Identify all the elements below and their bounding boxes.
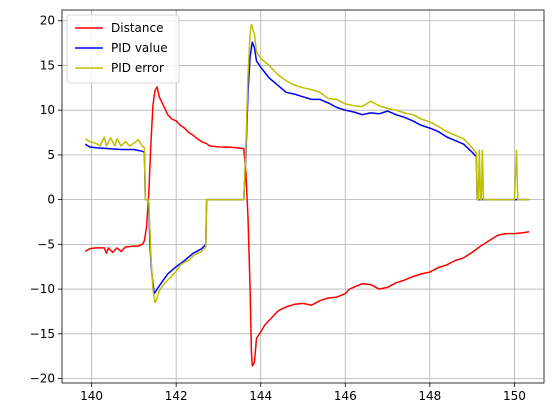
x-tick-label: 150 (503, 389, 526, 403)
series-line-distance (84, 86, 530, 367)
x-axis: 140 142 144 146 148 150 (80, 383, 526, 403)
y-tick-label: 0 (47, 193, 55, 207)
legend-label: PID error (111, 61, 164, 75)
y-axis: −20 −15 −10 −5 0 5 10 15 20 (30, 14, 62, 386)
x-tick-label: 144 (249, 389, 272, 403)
legend-label: PID value (111, 41, 168, 55)
legend-label: Distance (111, 21, 163, 35)
y-tick-label: 10 (40, 103, 55, 117)
axes-frame (61, 9, 545, 384)
legend: Distance PID value PID error (66, 14, 180, 84)
y-tick-label: −20 (30, 372, 55, 386)
series-lines (84, 23, 530, 367)
y-tick-label: −5 (37, 237, 55, 251)
series-line-pid-error (84, 23, 530, 304)
y-tick-label: 15 (40, 58, 55, 72)
y-tick-label: 5 (47, 148, 55, 162)
y-tick-label: −15 (30, 327, 55, 341)
y-tick-label: −10 (30, 282, 55, 296)
x-tick-label: 140 (80, 389, 103, 403)
x-tick-label: 142 (165, 389, 188, 403)
x-tick-label: 148 (418, 389, 441, 403)
legend-box (66, 14, 180, 84)
y-tick-label: 20 (40, 14, 55, 28)
x-tick-label: 146 (334, 389, 357, 403)
grid-lines (62, 10, 544, 383)
